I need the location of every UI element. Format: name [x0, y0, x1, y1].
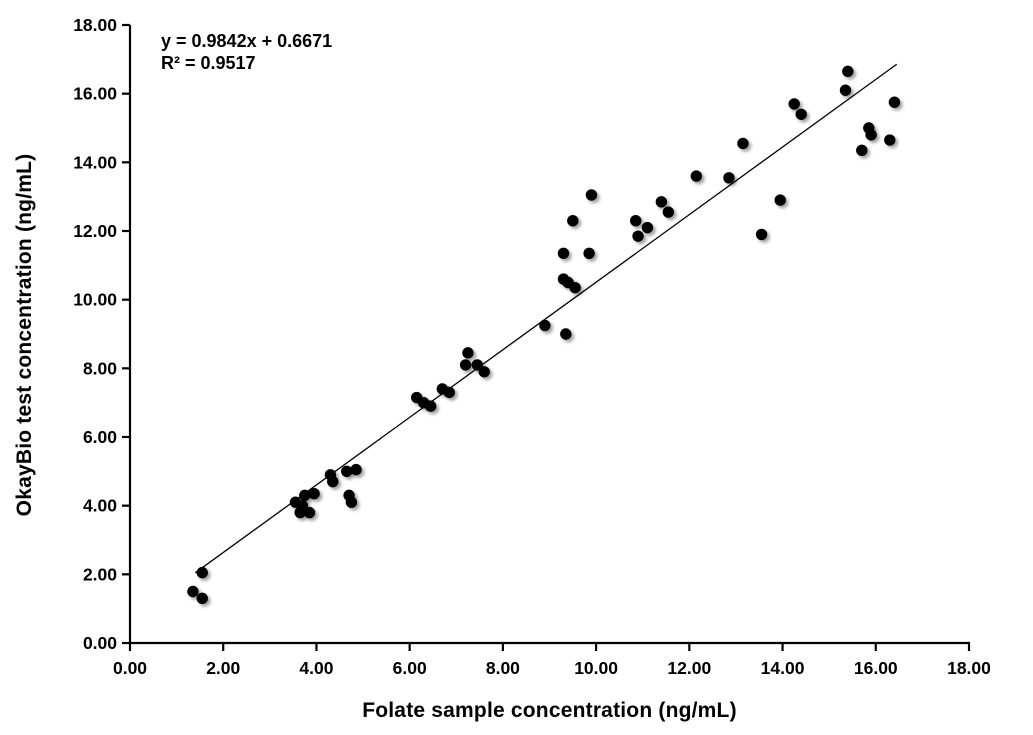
data-point: [345, 496, 358, 508]
data-point: [737, 137, 749, 150]
data-point: [583, 247, 595, 260]
x-tick-label: 0.00: [113, 658, 147, 678]
y-tick-label: 0.00: [83, 633, 117, 653]
data-point: [788, 98, 800, 110]
data-point: [341, 465, 353, 478]
data-point: [424, 400, 437, 412]
data-point: [856, 144, 868, 157]
data-point: [569, 281, 581, 294]
data-point: [459, 359, 472, 371]
data-point: [327, 475, 339, 488]
data-point: [755, 228, 768, 241]
data-point: [567, 215, 579, 227]
data-point: [443, 386, 455, 399]
data-point: [557, 247, 570, 260]
data-point: [662, 206, 675, 218]
x-tick-label: 6.00: [393, 658, 427, 678]
x-axis-title: Folate sample concentration (ng/mL): [362, 699, 737, 722]
x-tick-label: 10.00: [574, 658, 618, 678]
x-tick-label: 8.00: [486, 658, 520, 678]
x-tick-label: 14.00: [761, 658, 805, 678]
data-point: [839, 84, 852, 96]
data-point: [774, 194, 786, 206]
data-point: [723, 172, 735, 184]
trendline-annotation: y = 0.9842x + 0.6671 R² = 0.9517: [161, 30, 332, 74]
data-point: [350, 463, 362, 476]
y-tick-label: 6.00: [83, 427, 117, 447]
trendline-equation-text: y = 0.9842x + 0.6671: [161, 31, 333, 51]
x-tick-label: 2.00: [206, 658, 240, 678]
r-squared-text: R² = 0.9517: [161, 53, 256, 73]
y-tick-label: 16.00: [73, 84, 117, 104]
y-tick-label: 18.00: [73, 15, 117, 35]
data-point: [690, 170, 703, 182]
data-point: [795, 108, 807, 120]
y-tick-label: 4.00: [83, 496, 117, 516]
data-point: [296, 499, 309, 512]
data-point: [560, 328, 572, 340]
data-point: [303, 506, 316, 519]
data-point: [196, 566, 208, 579]
trendline: [194, 63, 898, 574]
data-point: [462, 347, 474, 359]
data-point: [196, 592, 208, 605]
data-point: [630, 215, 642, 227]
data-point: [471, 359, 483, 371]
data-point: [655, 196, 668, 208]
data-point: [641, 221, 654, 234]
data-point: [865, 129, 877, 141]
data-point: [585, 189, 598, 201]
data-point: [842, 65, 854, 78]
data-point: [299, 489, 311, 502]
x-tick-label: 4.00: [299, 658, 333, 678]
y-tick-label: 10.00: [73, 290, 117, 310]
x-tick-label: 12.00: [667, 658, 711, 678]
y-tick-label: 8.00: [83, 358, 117, 378]
y-tick-label: 12.00: [73, 221, 117, 241]
y-axis-title: OkayBio test concentration (ng/mL): [13, 153, 36, 517]
data-point: [888, 96, 901, 108]
x-tick-label: 16.00: [854, 658, 898, 678]
data-point: [187, 585, 199, 598]
data-point: [539, 319, 551, 332]
x-tick-label: 18.00: [947, 658, 991, 678]
data-point: [884, 134, 896, 146]
y-tick-label: 14.00: [73, 152, 117, 172]
y-tick-label: 2.00: [83, 564, 117, 584]
data-point: [478, 366, 490, 378]
data-point: [308, 487, 320, 500]
data-point: [632, 230, 644, 242]
